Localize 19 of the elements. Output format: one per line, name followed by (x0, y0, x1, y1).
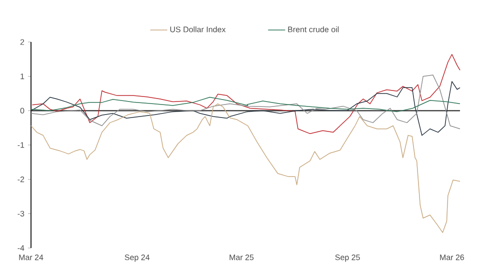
x-tick-label: Mar 26 (440, 254, 464, 260)
legend-label: Brent crude oil (288, 26, 339, 32)
x-tick-label: Mar 24 (19, 254, 44, 260)
legend-label: US Dollar Index (170, 26, 226, 32)
line-series (30, 81, 460, 136)
line-series (30, 103, 460, 233)
line-series (30, 74, 460, 130)
y-tick-label: 1 (20, 74, 24, 80)
y-tick-label: 0 (20, 108, 24, 114)
line-series (30, 96, 460, 112)
y-tick-label: -4 (18, 245, 24, 251)
x-tick-label: Sep 25 (335, 254, 360, 262)
y-tick-label: -3 (18, 210, 24, 216)
y-tick-label: 2 (20, 39, 24, 45)
y-tick-label: -1 (18, 142, 24, 148)
x-tick-label: Sep 24 (124, 254, 150, 262)
x-tick-label: Mar 25 (230, 254, 254, 260)
y-tick-label: -2 (18, 176, 24, 182)
line-series (32, 54, 460, 134)
